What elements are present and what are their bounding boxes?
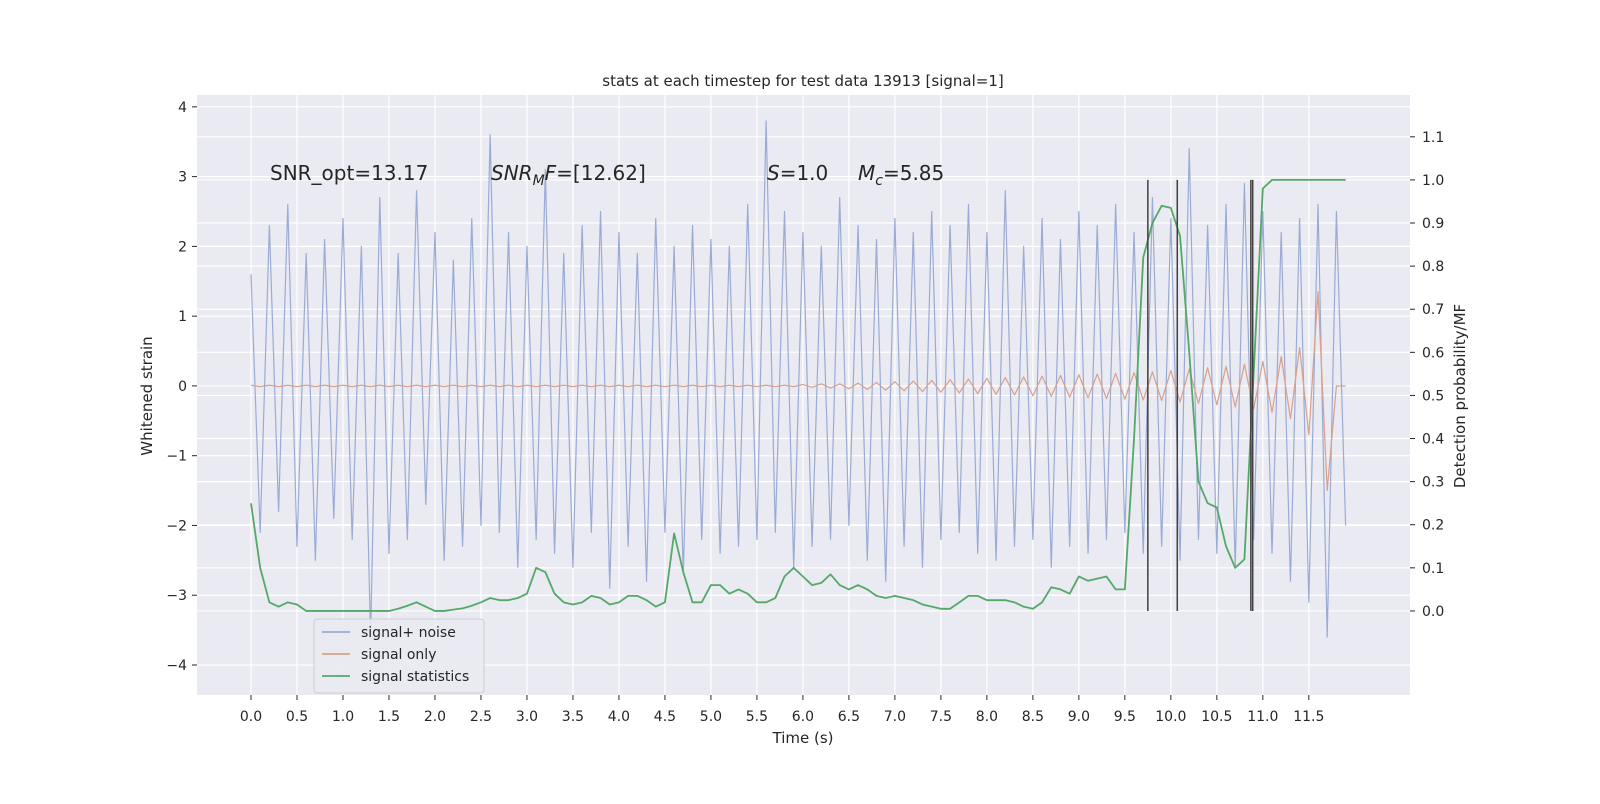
x-tick-label: 9.5 — [1114, 709, 1136, 725]
legend-box — [313, 618, 485, 694]
y-tick-label: 1 — [178, 309, 187, 325]
y2-tick-label: 0.7 — [1422, 302, 1444, 318]
grid — [192, 95, 1415, 700]
annotations: SNR_opt=13.17 SNRMF=[12.62] S=1.0 Mc=5.8… — [270, 161, 944, 189]
y2-tick-label: 0.6 — [1422, 345, 1444, 361]
x-tick-label: 1.0 — [332, 709, 354, 725]
x-tick-label: 3.0 — [516, 709, 538, 725]
y-tick-label: −2 — [166, 518, 187, 534]
x-tick-label: 3.5 — [562, 709, 584, 725]
y2-tick-label: 0.9 — [1422, 216, 1444, 232]
y-tick-label: −1 — [166, 449, 187, 465]
y-tick-label: 3 — [178, 170, 187, 186]
y-tick-label: −3 — [166, 588, 187, 604]
x-tick-label: 4.0 — [608, 709, 630, 725]
series-line — [250, 291, 1346, 492]
annotation-text: SNR — [491, 161, 533, 185]
y2-tick-label: 0.1 — [1422, 561, 1444, 577]
x-tick-label: 9.0 — [1068, 709, 1090, 725]
annotation: Mc=5.85 — [858, 161, 944, 189]
y2-tick-label: 1.1 — [1422, 130, 1444, 146]
y2-tick-label: 0.3 — [1422, 475, 1444, 491]
x-tick-label: 11.0 — [1247, 709, 1278, 725]
x-tick-label: 10.5 — [1201, 709, 1232, 725]
x-tick-label: 5.0 — [700, 709, 722, 725]
x-tick-label: 8.5 — [1022, 709, 1044, 725]
x-tick-label: 2.0 — [424, 709, 446, 725]
x-tick-label: 1.5 — [378, 709, 400, 725]
y-axis-label: Whitened strain — [138, 336, 156, 455]
y-tick-label: −4 — [166, 658, 187, 674]
series-line — [250, 120, 1347, 638]
y-tick-label: 2 — [178, 239, 187, 255]
annotation: SNR_opt=13.17 — [270, 161, 428, 185]
x-axis-label: Time (s) — [772, 729, 834, 747]
legend-label: signal+ noise — [361, 625, 456, 641]
annotation-subscript: M — [533, 173, 545, 189]
annotation-text: SNR_opt=13.17 — [270, 161, 428, 185]
x-tick-label: 6.0 — [792, 709, 814, 725]
series-line — [250, 179, 1346, 612]
legend-label: signal statistics — [361, 669, 469, 685]
annotation-subscript: c — [875, 173, 883, 189]
x-tick-label: 0.0 — [240, 709, 262, 725]
annotation-text: =5.85 — [883, 161, 944, 185]
annotation-text: S — [767, 161, 780, 185]
x-tick-label: 4.5 — [654, 709, 676, 725]
annotation-text: =[12.62] — [556, 161, 646, 185]
x-tick-label: 7.5 — [930, 709, 952, 725]
y2-axis-label: Detection probability/MF — [1451, 304, 1469, 488]
legend-label: signal only — [361, 647, 436, 663]
x-tick-label: 2.5 — [470, 709, 492, 725]
y-tick-label: 4 — [178, 100, 187, 116]
x-tick-label: 10.0 — [1155, 709, 1186, 725]
x-tick-label: 7.0 — [884, 709, 906, 725]
x-tick-label: 5.5 — [746, 709, 768, 725]
annotation-text: F — [545, 161, 557, 185]
chart-title: stats at each timestep for test data 139… — [602, 72, 1003, 90]
x-tick-label: 6.5 — [838, 709, 860, 725]
y2-tick-label: 0.0 — [1422, 604, 1444, 620]
x-tick-label: 8.0 — [976, 709, 998, 725]
y2-tick-label: 1.0 — [1422, 173, 1444, 189]
y-tick-label: 0 — [178, 379, 187, 395]
annotation: S=1.0 — [767, 161, 828, 185]
y2-tick-label: 0.4 — [1422, 432, 1444, 448]
y2-tick-label: 0.8 — [1422, 259, 1444, 275]
x-tick-label: 11.5 — [1293, 709, 1324, 725]
annotation-text: M — [858, 161, 875, 185]
annotation: SNRMF=[12.62] — [491, 161, 646, 189]
x-tick-label: 0.5 — [286, 709, 308, 725]
y2-tick-label: 0.5 — [1422, 388, 1444, 404]
legend: signal+ noise signal only signal statistic… — [313, 618, 485, 694]
marks — [250, 120, 1347, 638]
y2-tick-label: 0.2 — [1422, 518, 1444, 534]
annotation-text: =1.0 — [780, 161, 829, 185]
